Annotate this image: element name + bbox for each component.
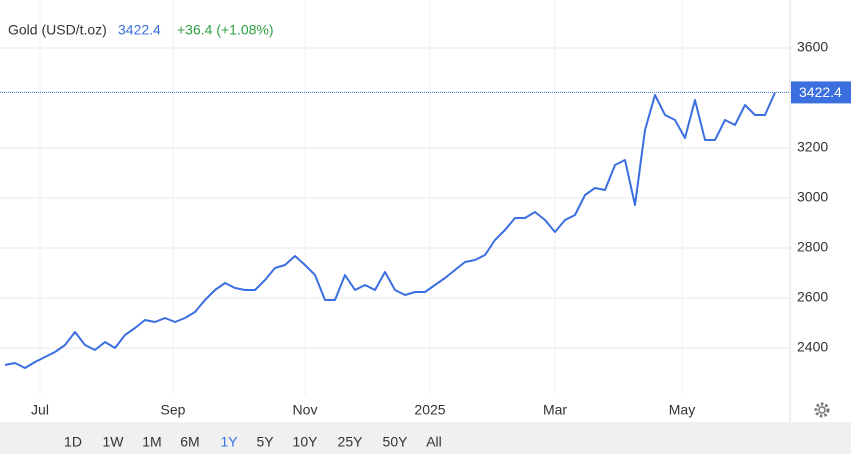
range-button[interactable]: 25Y [338, 434, 364, 450]
price-tag [791, 81, 851, 104]
price-line [4, 91, 776, 369]
range-button[interactable]: 1D [64, 434, 82, 450]
header-change: +36.4 (+1.08%) [177, 22, 274, 38]
price-tag-label: 3422.4 [799, 84, 842, 100]
x-tick-label: Mar [543, 402, 567, 418]
y-tick-label: 2600 [797, 289, 828, 305]
y-tick-label: 3000 [797, 189, 828, 205]
y-tick-label: 2400 [797, 339, 828, 355]
x-tick-label: 2025 [414, 402, 445, 418]
range-button[interactable]: 6M [180, 434, 199, 450]
settings-icon[interactable] [814, 402, 830, 418]
y-tick-label: 3200 [797, 139, 828, 155]
range-button[interactable]: All [426, 434, 442, 450]
x-tick-label: Nov [293, 402, 318, 418]
y-tick-label: 2800 [797, 239, 828, 255]
range-button[interactable]: 1W [103, 434, 125, 450]
range-button[interactable]: 5Y [256, 434, 274, 450]
chart-title: Gold (USD/t.oz) [8, 22, 107, 38]
x-tick-label: May [669, 402, 695, 418]
range-button[interactable]: 10Y [293, 434, 319, 450]
range-bar [0, 422, 851, 454]
range-button[interactable]: 1M [142, 434, 161, 450]
y-tick-label: 3600 [797, 39, 828, 55]
range-button[interactable]: 1Y [220, 434, 238, 450]
x-tick-label: Jul [31, 402, 49, 418]
range-button[interactable]: 50Y [383, 434, 409, 450]
header-price: 3422.4 [118, 22, 161, 38]
x-tick-label: Sep [161, 402, 186, 418]
